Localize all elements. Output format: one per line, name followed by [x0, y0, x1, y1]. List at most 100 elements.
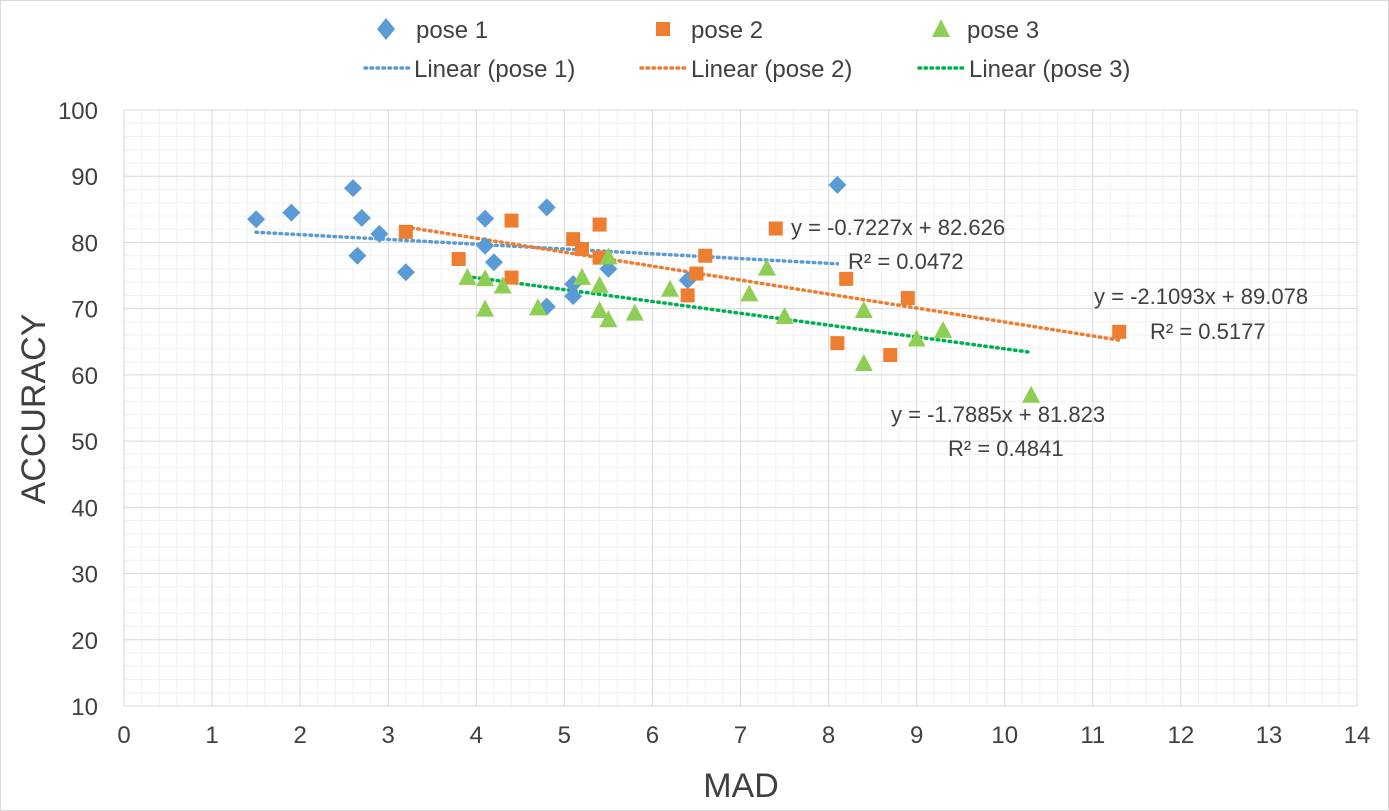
point-pose-2 — [768, 221, 783, 236]
point-pose-1 — [370, 224, 389, 243]
point-pose-1 — [348, 246, 367, 265]
legend-label-pose-3: pose 3 — [967, 17, 1039, 44]
data-points — [247, 175, 1127, 403]
x-tick-label: 13 — [1256, 722, 1283, 749]
point-pose-3 — [661, 279, 680, 297]
legend-item-linear-pose-2: Linear (pose 2) — [639, 56, 852, 83]
point-pose-3 — [934, 320, 953, 338]
point-pose-1 — [247, 210, 266, 229]
equation-pose-2: y = -2.1093x + 89.078 — [1094, 284, 1308, 309]
y-tick-label: 10 — [71, 694, 98, 721]
legend: pose 1 pose 2 pose 3 Linear (pose 1) Lin… — [363, 17, 1130, 83]
point-pose-3 — [590, 300, 609, 318]
point-pose-2 — [698, 248, 713, 263]
x-tick-label: 1 — [205, 722, 218, 749]
point-pose-3 — [476, 269, 495, 287]
y-tick-label: 50 — [71, 429, 98, 456]
point-pose-3 — [625, 303, 644, 321]
x-tick-label: 5 — [558, 722, 571, 749]
point-pose-1 — [476, 236, 495, 255]
point-pose-2 — [398, 224, 413, 239]
point-pose-3 — [528, 298, 547, 316]
point-pose-3 — [740, 284, 759, 302]
x-tick-label: 4 — [470, 722, 483, 749]
legend-item-pose-3: pose 3 — [932, 17, 1039, 44]
y-tick-label: 40 — [71, 495, 98, 522]
x-axis-title: MAD — [703, 767, 779, 805]
point-pose-3 — [599, 310, 618, 328]
y-tick-label: 100 — [58, 98, 98, 125]
point-pose-3 — [1022, 385, 1041, 403]
x-tick-label: 2 — [293, 722, 306, 749]
x-tick-label: 8 — [822, 722, 835, 749]
legend-marker-pose-1 — [377, 18, 395, 40]
point-pose-2 — [839, 271, 854, 286]
point-pose-3 — [775, 306, 794, 324]
point-pose-3 — [854, 300, 873, 318]
point-pose-2 — [504, 213, 519, 228]
point-pose-2 — [592, 217, 607, 232]
major-grid — [123, 109, 1358, 707]
equation-pose-1: y = -0.7227x + 82.626 — [791, 215, 1005, 240]
r2-pose-2: R² = 0.5177 — [1150, 319, 1266, 344]
r2-pose-1: R² = 0.0472 — [848, 249, 964, 274]
y-axis-ticks: 10 20 30 40 50 60 70 80 90 100 — [58, 98, 98, 721]
legend-label-linear-pose-2: Linear (pose 2) — [691, 56, 852, 83]
point-pose-2 — [883, 348, 898, 363]
trendlines — [254, 225, 1121, 355]
y-tick-label: 90 — [71, 164, 98, 191]
point-pose-1 — [396, 263, 415, 282]
point-pose-1 — [537, 198, 556, 217]
legend-item-pose-1: pose 1 — [377, 17, 488, 44]
x-tick-label: 10 — [991, 722, 1018, 749]
y-tick-label: 30 — [71, 562, 98, 589]
point-pose-1 — [343, 179, 362, 198]
x-tick-label: 12 — [1168, 722, 1195, 749]
y-tick-label: 80 — [71, 230, 98, 257]
point-pose-3 — [493, 276, 512, 294]
trendline-pose-2 — [404, 225, 1121, 342]
legend-label-pose-2: pose 2 — [691, 17, 763, 44]
legend-marker-pose-2 — [656, 22, 670, 36]
x-tick-label: 0 — [117, 722, 130, 749]
point-pose-1 — [564, 287, 583, 306]
y-tick-label: 70 — [71, 297, 98, 324]
point-pose-1 — [352, 208, 371, 227]
point-pose-1 — [476, 209, 495, 228]
legend-label-linear-pose-1: Linear (pose 1) — [414, 56, 575, 83]
trendline-pose-1 — [254, 230, 840, 266]
legend-label-linear-pose-3: Linear (pose 3) — [969, 56, 1130, 83]
point-pose-2 — [900, 291, 915, 306]
point-pose-1 — [282, 203, 301, 222]
point-pose-2 — [504, 270, 519, 285]
x-tick-label: 11 — [1080, 722, 1105, 749]
point-pose-3 — [854, 353, 873, 371]
x-axis-ticks: 0 1 2 3 4 5 6 7 8 9 10 11 12 13 14 — [117, 722, 1370, 749]
legend-item-linear-pose-1: Linear (pose 1) — [363, 56, 575, 83]
legend-item-linear-pose-3: Linear (pose 3) — [917, 56, 1130, 83]
point-pose-3 — [572, 267, 591, 285]
point-pose-2 — [830, 336, 845, 351]
equation-pose-3: y = -1.7885x + 81.823 — [891, 402, 1105, 427]
r2-pose-3: R² = 0.4841 — [948, 436, 1064, 461]
x-tick-label: 3 — [382, 722, 395, 749]
trendline-equations: y = -0.7227x + 82.626 R² = 0.0472 y = -2… — [791, 215, 1308, 461]
point-pose-3 — [599, 247, 618, 265]
x-tick-label: 14 — [1344, 722, 1371, 749]
y-tick-label: 20 — [71, 628, 98, 655]
point-pose-2 — [680, 288, 695, 303]
point-pose-2 — [451, 252, 466, 266]
y-axis-title: ACCURACY — [15, 314, 53, 505]
y-tick-label: 60 — [71, 363, 98, 390]
point-pose-3 — [476, 299, 495, 317]
point-pose-2 — [1112, 324, 1127, 339]
legend-marker-pose-3 — [932, 19, 950, 37]
point-pose-2 — [689, 266, 704, 281]
point-pose-3 — [757, 258, 776, 276]
point-pose-3 — [458, 267, 477, 285]
x-tick-label: 6 — [646, 722, 659, 749]
x-tick-label: 9 — [910, 722, 923, 749]
x-tick-label: 7 — [734, 722, 747, 749]
